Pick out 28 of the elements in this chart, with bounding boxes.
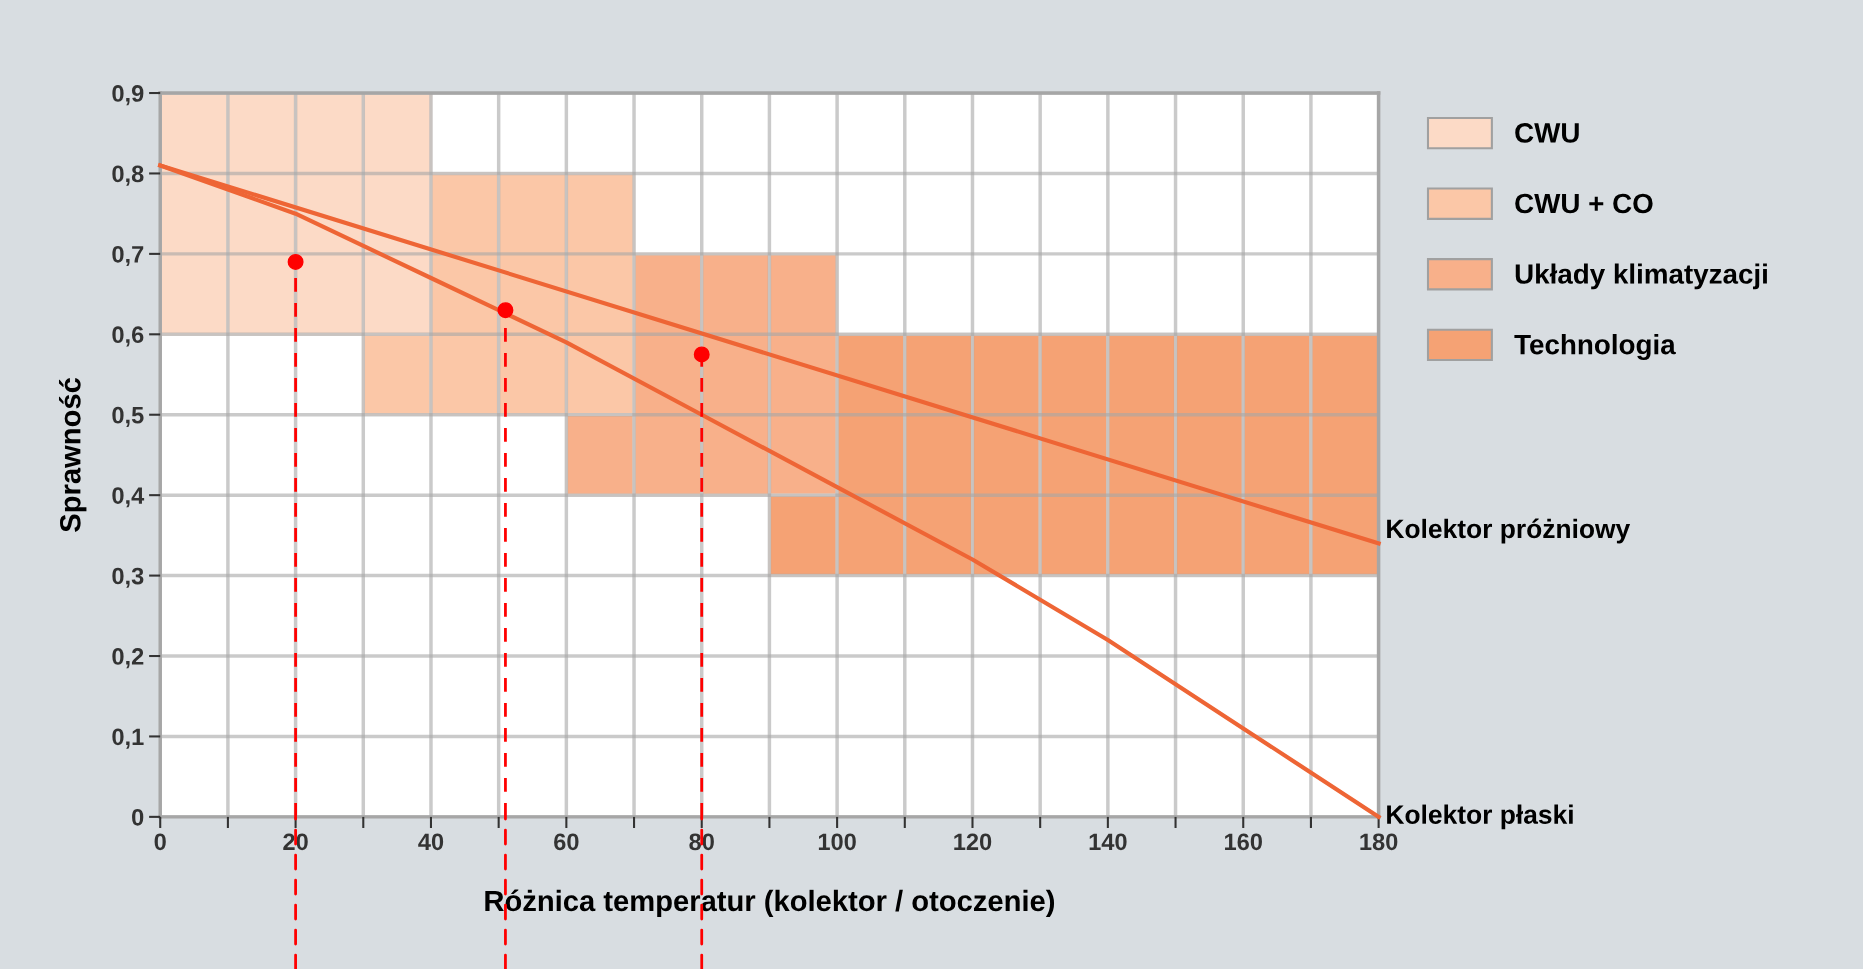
y-tick-label: 0,1 <box>112 728 144 749</box>
y-tick-label: 0,6 <box>112 326 144 347</box>
series-label: Kolektor próżniowy <box>1387 518 1631 544</box>
y-axis-title: Sprawność <box>58 377 87 532</box>
y-tick-label: 0,2 <box>112 648 144 669</box>
x-tick-label: 0 <box>154 833 166 851</box>
y-tick-label: 0,4 <box>112 487 145 508</box>
x-tick-label: 80 <box>689 833 714 851</box>
x-tick-label: 20 <box>283 833 308 851</box>
y-tick-label: 0,3 <box>112 567 144 588</box>
x-tick-label: 140 <box>1089 833 1127 851</box>
legend-label: Technologia <box>1514 334 1676 361</box>
x-tick-label: 100 <box>818 833 856 851</box>
x-tick-label: 40 <box>418 833 444 851</box>
y-tick-label: 0,7 <box>112 245 144 267</box>
x-tick-label: 160 <box>1225 833 1262 851</box>
y-tick-label: 0,5 <box>112 406 144 427</box>
y-tick-label: 0,8 <box>112 165 144 186</box>
legend-label: CWU + CO <box>1515 193 1653 214</box>
legend-label: CWU <box>1515 123 1579 143</box>
x-axis-title: Różnica temperatur (kolektor / otoczenie) <box>485 889 1055 918</box>
x-tick-label: 120 <box>954 833 992 851</box>
legend-label: Układy klimatyzacji <box>1515 263 1767 290</box>
y-tick-label: 0 <box>132 808 144 826</box>
series-label: Kolektor płaski <box>1387 804 1573 830</box>
x-tick-label: 60 <box>554 833 579 851</box>
y-tick-label: 0,9 <box>112 85 144 106</box>
x-tick-label: 180 <box>1360 833 1398 851</box>
